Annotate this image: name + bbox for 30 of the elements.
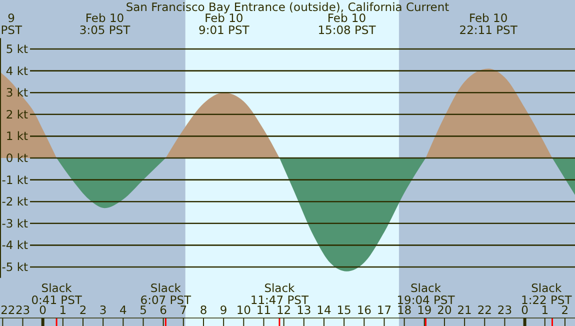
text: 9 PST bbox=[0, 11, 23, 37]
y-tick-label: -1 kt bbox=[2, 172, 28, 187]
x-tick-label: 17 bbox=[376, 303, 392, 317]
x-tick-label: 4 bbox=[120, 303, 127, 317]
x-tick-label: 9 bbox=[220, 303, 228, 317]
y-tick-label: -3 kt bbox=[2, 216, 28, 230]
y-tick-label: 5 kt bbox=[6, 42, 28, 56]
y-tick-label: 0 kt bbox=[6, 151, 28, 165]
text: Feb 10 3:05 PST bbox=[79, 11, 132, 37]
y-tick-label: 1 kt bbox=[6, 129, 28, 144]
text: Feb 10 22:11 PST bbox=[459, 11, 518, 37]
x-tick-label: 23 bbox=[15, 303, 30, 317]
x-tick-label: 14 bbox=[316, 303, 332, 317]
chart-title: San Francisco Bay Entrance (outside), California Current bbox=[126, 0, 450, 14]
x-tick-label: 21 bbox=[457, 303, 472, 317]
x-tick-label: 15 bbox=[336, 303, 352, 317]
y-tick-label: 3 kt bbox=[6, 86, 28, 100]
y-tick-label: 2 kt bbox=[6, 107, 28, 122]
x-tick-label: 16 bbox=[356, 303, 372, 317]
x-tick-label: 10 bbox=[236, 303, 251, 317]
x-tick-label: 22 bbox=[477, 303, 492, 317]
y-tick-label: -2 kt bbox=[2, 194, 28, 209]
x-tick-label: 23 bbox=[497, 303, 512, 317]
y-tick-label: 4 kt bbox=[6, 64, 28, 78]
x-tick-label: 8 bbox=[200, 303, 208, 317]
x-tick-label: 22 bbox=[0, 303, 16, 317]
y-tick-label: -5 kt bbox=[2, 260, 28, 274]
y-tick-label: -4 kt bbox=[2, 238, 28, 252]
x-tick-label: 3 bbox=[99, 303, 107, 317]
text: Feb 10 15:08 PST bbox=[318, 11, 377, 37]
